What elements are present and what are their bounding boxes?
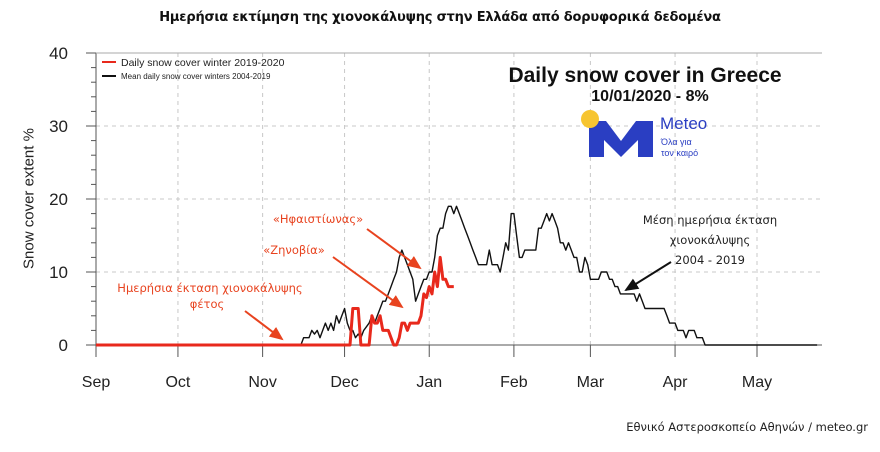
x-tick-label: Apr [663,374,689,391]
annotation-storm-hfaistionas: «Ηφαιστίωνας» [273,212,363,226]
x-tick-label: Dec [330,374,358,391]
y-tick-label: 0 [59,336,68,355]
y-tick-label: 40 [49,44,68,63]
arrow-current-icon [244,310,284,341]
logo-name: Meteo [660,114,708,133]
figure-title: Ημερήσια εκτίμηση της χιονοκάλυψης στην … [159,10,721,25]
y-tick-label: 10 [49,263,68,282]
x-tick-label: Oct [165,374,190,391]
source-credit: Εθνικό Αστεροσκοπείο Αθηνών / meteo.gr [626,420,868,434]
sun-icon [581,110,599,128]
overlay-chart-title: Daily snow cover in Greece [508,64,781,87]
x-tick-label: May [742,374,772,391]
overlay-date-value: 10/01/2020 - 8% [591,88,708,105]
series-mean-2004-2019 [96,205,818,346]
arrow-mean-icon [624,261,672,292]
annotation-current-label-2: φέτος [190,297,225,311]
x-tick-label: Jan [416,374,442,391]
annotation-mean-label-3: 2004 - 2019 [675,253,745,267]
meteo-logo-m-icon [589,121,653,157]
series-winter-2019-2020 [96,255,454,347]
annotation-current-label-1: Ημερήσια έκταση χιονοκάλυψης [117,281,302,295]
annotation-mean-label-2: χιονοκάλυψης [670,233,750,247]
annotation-mean-label-1: Μέση ημερήσια έκταση [643,213,777,227]
y-axis-label: Snow cover extent % [20,128,38,269]
legend-label-current: Daily snow cover winter 2019-2020 [121,57,285,69]
legend-label-mean: Mean daily snow cover winters 2004-2019 [121,72,271,81]
y-tick-label: 30 [49,117,68,136]
x-tick-label: Mar [577,374,605,391]
arrow-zinovia-icon [332,256,404,309]
logo-tagline-2: τον καιρό [661,148,699,158]
x-tick-label: Feb [500,374,528,391]
y-tick-label: 20 [49,190,68,209]
logo-tagline-1: Όλα για [661,137,692,147]
annotation-storm-zinovia: «Ζηνοβία» [263,243,325,257]
arrow-hfaistionas-icon [366,228,422,270]
x-tick-label: Nov [248,374,276,391]
x-tick-label: Sep [82,374,111,391]
